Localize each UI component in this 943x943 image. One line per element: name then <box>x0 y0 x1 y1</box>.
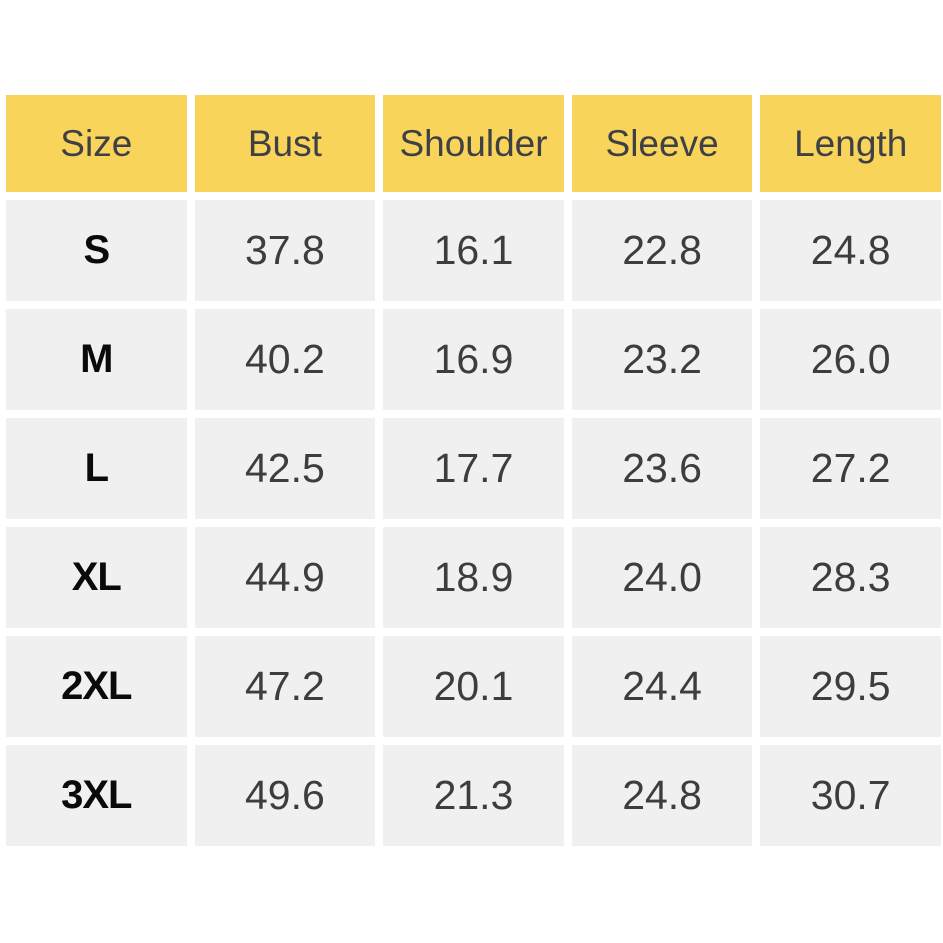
cell-m-sleeve: 23.2 <box>571 309 753 410</box>
row-label-xl: XL <box>6 527 187 628</box>
row-label-3xl: 3XL <box>6 745 187 846</box>
row-label-2xl: 2XL <box>6 636 187 737</box>
cell-l-bust: 42.5 <box>194 418 376 519</box>
row-label-m: M <box>6 309 187 410</box>
cell-s-length: 24.8 <box>760 200 941 301</box>
cell-xl-bust: 44.9 <box>194 527 376 628</box>
cell-3xl-bust: 49.6 <box>194 745 376 846</box>
row-label-l: L <box>6 418 187 519</box>
cell-s-bust: 37.8 <box>194 200 376 301</box>
cell-xl-sleeve: 24.0 <box>571 527 753 628</box>
cell-2xl-shoulder: 20.1 <box>383 636 564 737</box>
header-cell-size: Size <box>6 95 187 192</box>
header-cell-shoulder: Shoulder <box>383 95 564 192</box>
cell-m-length: 26.0 <box>760 309 941 410</box>
cell-m-bust: 40.2 <box>194 309 376 410</box>
cell-2xl-bust: 47.2 <box>194 636 376 737</box>
cell-m-shoulder: 16.9 <box>383 309 564 410</box>
row-label-s: S <box>6 200 187 301</box>
header-cell-length: Length <box>760 95 941 192</box>
cell-3xl-length: 30.7 <box>760 745 941 846</box>
cell-xl-shoulder: 18.9 <box>383 527 564 628</box>
cell-s-sleeve: 22.8 <box>571 200 753 301</box>
cell-s-shoulder: 16.1 <box>383 200 564 301</box>
cell-l-shoulder: 17.7 <box>383 418 564 519</box>
cell-l-length: 27.2 <box>760 418 941 519</box>
cell-l-sleeve: 23.6 <box>571 418 753 519</box>
cell-3xl-sleeve: 24.8 <box>571 745 753 846</box>
size-chart-table: Size Bust Shoulder Sleeve Length S 37.8 … <box>6 95 941 846</box>
header-cell-bust: Bust <box>194 95 376 192</box>
cell-2xl-sleeve: 24.4 <box>571 636 753 737</box>
header-cell-sleeve: Sleeve <box>571 95 753 192</box>
cell-3xl-shoulder: 21.3 <box>383 745 564 846</box>
cell-xl-length: 28.3 <box>760 527 941 628</box>
cell-2xl-length: 29.5 <box>760 636 941 737</box>
